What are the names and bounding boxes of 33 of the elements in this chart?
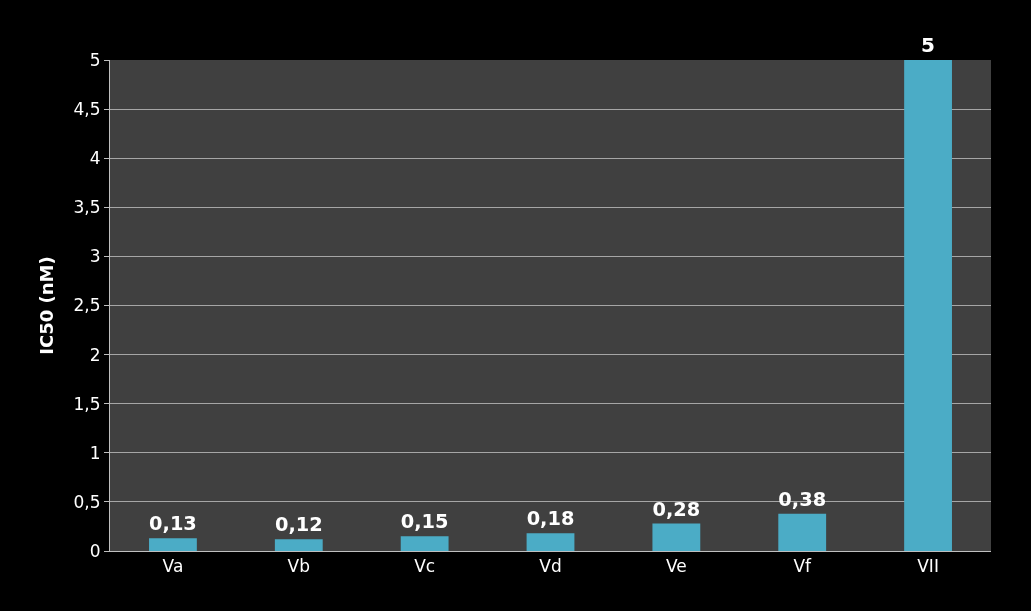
bar	[149, 538, 197, 551]
y-tick-label: 4,5	[73, 99, 101, 120]
y-tick-label: 2,5	[73, 295, 101, 316]
data-label: 0,38	[778, 487, 827, 511]
bar	[274, 539, 323, 551]
bar	[526, 533, 575, 551]
bar	[778, 513, 827, 551]
x-tick-label: Va	[162, 556, 184, 577]
y-tick-label: 4	[89, 148, 101, 169]
y-tick-label: 2	[89, 344, 101, 365]
data-label: 5	[921, 33, 936, 57]
bar	[904, 60, 952, 551]
x-tick-label: Vd	[539, 556, 562, 577]
y-tick-label: 1,5	[73, 393, 101, 414]
y-tick-label: 0	[89, 540, 101, 561]
data-label: 0,13	[149, 512, 197, 536]
y-tick-label: 3	[89, 246, 101, 267]
x-tick-label: Vc	[414, 556, 436, 577]
data-label: 0,28	[652, 497, 701, 521]
y-tick-label: 3,5	[73, 197, 101, 218]
bar	[400, 536, 449, 551]
data-label: 0,18	[526, 507, 575, 531]
x-tick-label: VII	[917, 556, 939, 577]
x-tick-label: Vb	[287, 556, 310, 577]
y-tick-label: 1	[89, 442, 101, 463]
x-tick-label: Vf	[793, 556, 813, 577]
data-label: 0,12	[274, 513, 323, 537]
y-axis-title: IC50 (nM)	[35, 256, 57, 355]
bar	[652, 523, 701, 551]
y-tick-label: 5	[89, 49, 101, 70]
y-tick-label: 0,5	[73, 491, 101, 512]
x-tick-label: Ve	[665, 556, 687, 577]
data-label: 0,15	[400, 510, 449, 534]
